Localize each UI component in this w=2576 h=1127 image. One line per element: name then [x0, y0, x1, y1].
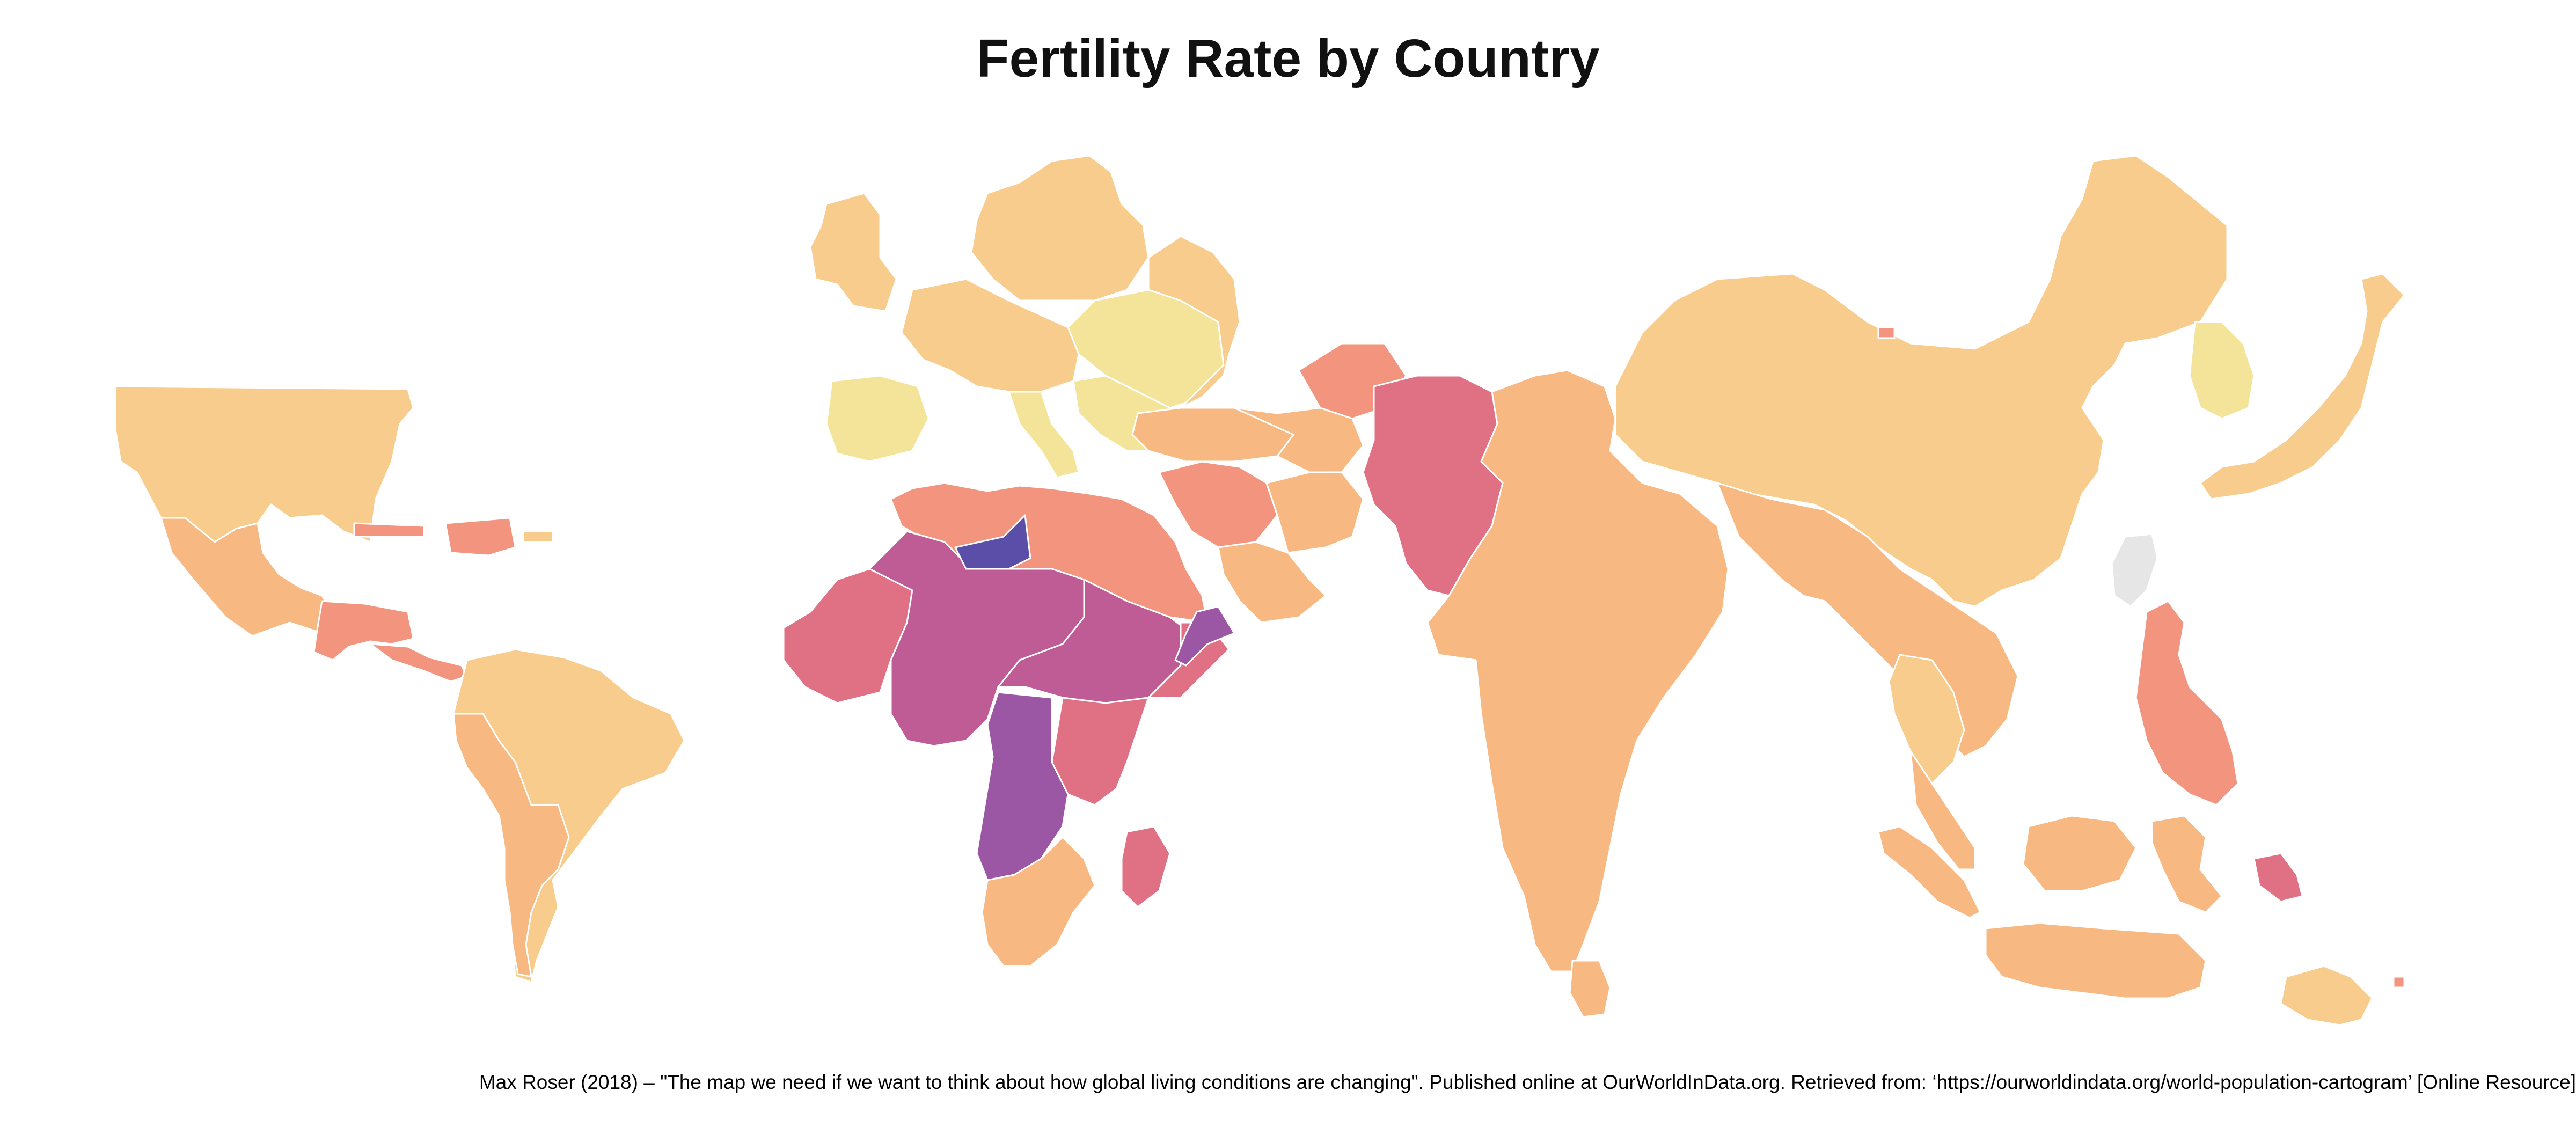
region-iberia — [825, 375, 930, 463]
region-east-africa-south — [1051, 697, 1150, 806]
region-middle-east — [1158, 460, 1278, 548]
region-somalia — [1174, 605, 1235, 667]
region-caribbean-east — [522, 530, 554, 543]
region-mongolia — [1877, 326, 1896, 339]
source-caption: Max Roser (2018) – "The map we need if w… — [479, 1071, 2576, 1093]
region-malay-peninsula — [1909, 750, 1976, 870]
region-thailand — [1888, 654, 1965, 785]
region-uk-ireland — [809, 192, 897, 312]
region-mexico — [160, 517, 334, 637]
region-sulawesi — [2151, 815, 2223, 913]
region-south-america — [452, 648, 685, 983]
region-niger — [954, 514, 1031, 570]
region-central-asia — [1233, 407, 1364, 473]
region-japan — [2199, 273, 2405, 500]
region-central-america-south — [369, 643, 468, 683]
region-southern-africa — [981, 836, 1096, 967]
region-arabia — [1217, 541, 1327, 624]
region-borneo — [2022, 815, 2137, 892]
region-caribbean-small — [353, 522, 425, 538]
region-sumatra — [1877, 825, 1981, 919]
region-australia — [2280, 965, 2373, 1026]
map-title: Fertility Rate by Country — [976, 28, 1600, 89]
region-philippines — [2135, 600, 2239, 806]
region-iran — [1265, 471, 1364, 554]
region-central-america — [313, 600, 414, 661]
region-java — [1985, 922, 2207, 999]
region-taiwan — [2111, 533, 2158, 608]
region-madagascar — [1121, 825, 1171, 908]
region-andes — [452, 713, 570, 978]
region-korea — [2189, 321, 2255, 420]
region-papua-new-guinea — [2253, 852, 2303, 903]
region-italy — [1008, 391, 1080, 479]
region-india — [1426, 369, 1729, 972]
region-russia — [1147, 235, 1241, 409]
region-north-america — [114, 385, 414, 543]
region-scandinavia — [970, 155, 1150, 302]
region-sri-lanka — [1569, 960, 1611, 1018]
region-pacific-islands — [2392, 976, 2405, 989]
region-caribbean — [444, 517, 516, 557]
